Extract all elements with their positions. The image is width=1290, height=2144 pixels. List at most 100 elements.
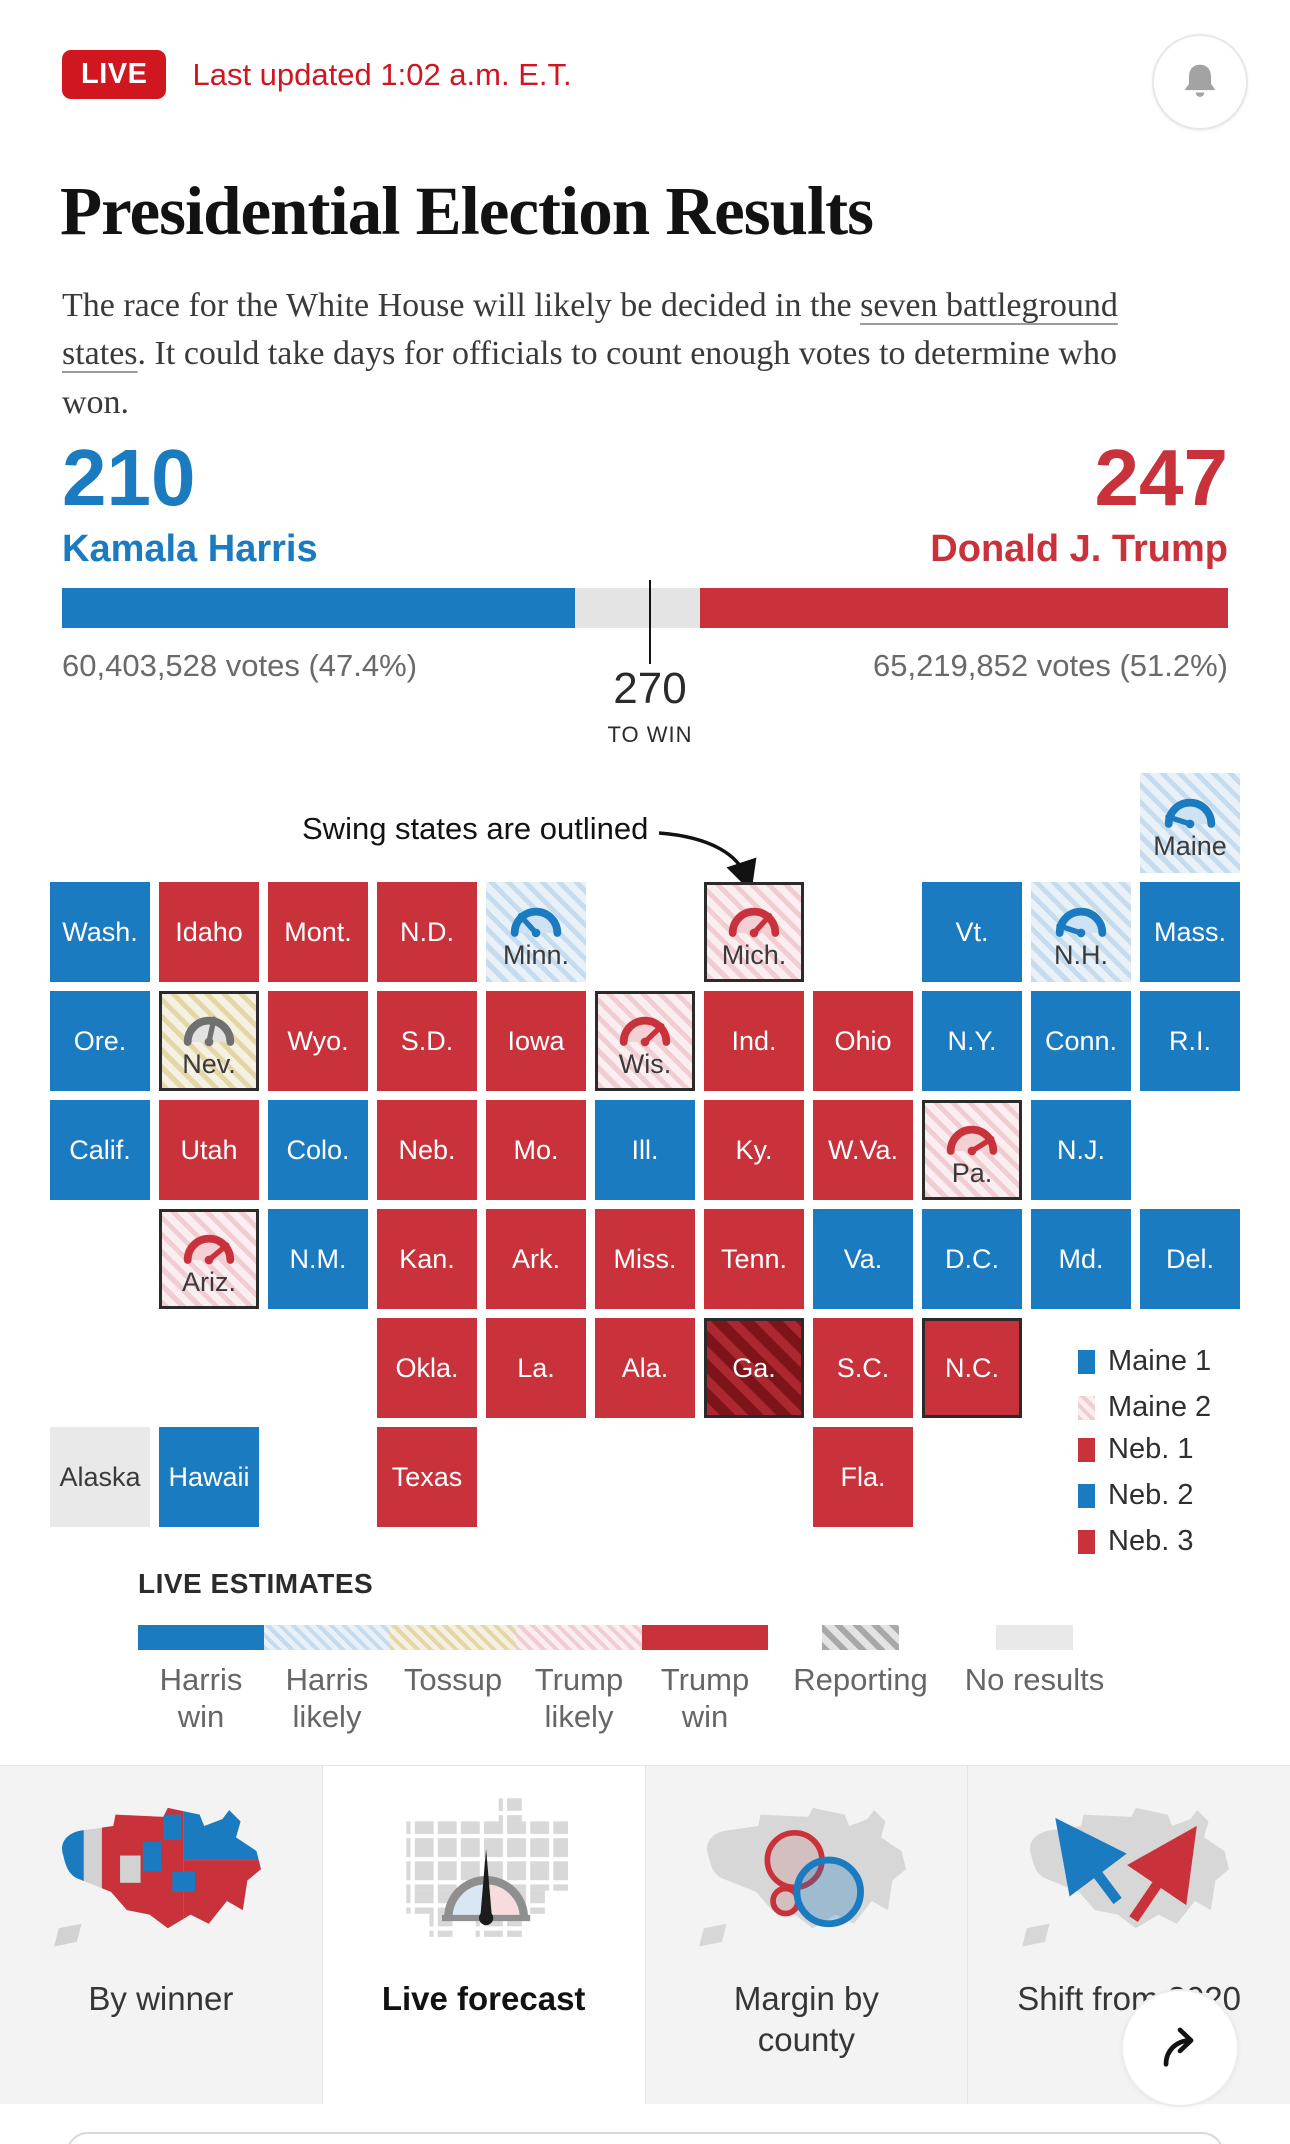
state-cell-texas[interactable]: Texas bbox=[377, 1427, 477, 1527]
state-cell-label: Okla. bbox=[395, 1352, 459, 1383]
state-cell-vt[interactable]: Vt. bbox=[922, 882, 1022, 982]
state-cell-label: S.D. bbox=[400, 1025, 454, 1056]
swing-states-annotation: Swing states are outlined bbox=[302, 811, 649, 846]
state-cell-neb[interactable]: Neb. bbox=[377, 1100, 477, 1200]
share-button[interactable] bbox=[1121, 1989, 1239, 2107]
state-cell-nc[interactable]: N.C. bbox=[922, 1318, 1022, 1418]
state-cell-miss[interactable]: Miss. bbox=[595, 1209, 695, 1309]
estimate-item-reporting: Reporting bbox=[793, 1625, 928, 1697]
estimate-label: Trump win bbox=[660, 1662, 750, 1734]
state-cell-nm[interactable]: N.M. bbox=[268, 1209, 368, 1309]
state-cell-label: Ind. bbox=[731, 1025, 777, 1056]
tab-by-winner-label: By winner bbox=[88, 1980, 234, 2017]
bell-icon bbox=[1184, 64, 1216, 97]
state-cell-utah[interactable]: Utah bbox=[159, 1100, 259, 1200]
state-cell-label: Mass. bbox=[1153, 916, 1226, 947]
state-cell-mont[interactable]: Mont. bbox=[268, 882, 368, 982]
state-cell-conn[interactable]: Conn. bbox=[1031, 991, 1131, 1091]
state-cell-label: Wis. bbox=[618, 1048, 672, 1079]
state-cell-fla[interactable]: Fla. bbox=[813, 1427, 913, 1527]
state-cell-del[interactable]: Del. bbox=[1140, 1209, 1240, 1309]
tab-live-forecast[interactable]: Live forecast bbox=[321, 1766, 645, 2104]
legend-label: Neb. 3 bbox=[1108, 1525, 1194, 1557]
state-cell-minn[interactable]: Minn. bbox=[486, 882, 586, 982]
state-cell-hawaii[interactable]: Hawaii bbox=[159, 1427, 259, 1527]
trump-popular-votes: 65,219,852 votes (51.2%) bbox=[872, 648, 1228, 683]
estimate-label: Harris win bbox=[159, 1662, 243, 1734]
state-cell-iowa[interactable]: Iowa bbox=[486, 991, 586, 1091]
state-cell-ore[interactable]: Ore. bbox=[50, 991, 150, 1091]
state-cell-kan[interactable]: Kan. bbox=[377, 1209, 477, 1309]
state-cell-ky[interactable]: Ky. bbox=[704, 1100, 804, 1200]
estimate-swatch bbox=[138, 1625, 264, 1650]
state-cell-label: Conn. bbox=[1044, 1025, 1118, 1056]
legend-label: Maine 1 bbox=[1108, 1345, 1212, 1377]
undecided-bar-segment bbox=[575, 588, 700, 628]
state-cell-alaska[interactable]: Alaska bbox=[50, 1427, 150, 1527]
state-cell-sc[interactable]: S.C. bbox=[813, 1318, 913, 1418]
state-cell-ohio[interactable]: Ohio bbox=[813, 991, 913, 1091]
state-cell-tenn[interactable]: Tenn. bbox=[704, 1209, 804, 1309]
last-updated-text: Last updated 1:02 a.m. E.T. bbox=[192, 56, 572, 92]
legend-swatch bbox=[1078, 1529, 1095, 1554]
state-cell-va[interactable]: Va. bbox=[813, 1209, 913, 1309]
state-cell-nd[interactable]: N.D. bbox=[377, 882, 477, 982]
state-cell-md[interactable]: Md. bbox=[1031, 1209, 1131, 1309]
state-cell-ariz[interactable]: Ariz. bbox=[159, 1209, 259, 1309]
state-cell-label: S.C. bbox=[836, 1352, 890, 1383]
share-icon bbox=[1163, 2027, 1194, 2067]
state-cell-wash[interactable]: Wash. bbox=[50, 882, 150, 982]
dek-paragraph: The race for the White House will likely… bbox=[62, 282, 1192, 427]
state-cell-wis[interactable]: Wis. bbox=[595, 991, 695, 1091]
estimate-item-no-results: No results bbox=[965, 1625, 1104, 1697]
state-cell-label: N.C. bbox=[945, 1352, 999, 1383]
state-cell-ala[interactable]: Ala. bbox=[595, 1318, 695, 1418]
forecast-gauge-icon bbox=[183, 1234, 235, 1264]
state-cell-label: Mont. bbox=[284, 916, 352, 947]
live-badge: LIVE bbox=[62, 50, 167, 99]
notifications-button[interactable] bbox=[1152, 34, 1248, 130]
state-cell-label: Ky. bbox=[735, 1134, 773, 1165]
state-cell-maine[interactable]: Maine bbox=[1140, 773, 1240, 873]
state-cell-ny[interactable]: N.Y. bbox=[922, 991, 1022, 1091]
state-cell-la[interactable]: La. bbox=[486, 1318, 586, 1418]
live-estimates-legend: LIVE ESTIMATES Harris win Harris likely To… bbox=[138, 1568, 1238, 1734]
state-cell-idaho[interactable]: Idaho bbox=[159, 882, 259, 982]
state-cell-sd[interactable]: S.D. bbox=[377, 991, 477, 1091]
state-cell-mich[interactable]: Mich. bbox=[704, 882, 804, 982]
forecast-gauge-icon bbox=[728, 907, 780, 937]
state-cell-calif[interactable]: Calif. bbox=[50, 1100, 150, 1200]
state-cell-label: Ark. bbox=[511, 1243, 560, 1274]
state-cell-wva[interactable]: W.Va. bbox=[813, 1100, 913, 1200]
estimate-item-harris-win: Harris win bbox=[138, 1625, 264, 1734]
state-cell-pa[interactable]: Pa. bbox=[922, 1100, 1022, 1200]
state-cell-label: N.H. bbox=[1054, 939, 1108, 970]
state-cell-ga[interactable]: Ga. bbox=[704, 1318, 804, 1418]
state-cell-label: Va. bbox=[843, 1243, 883, 1274]
state-cell-ri[interactable]: R.I. bbox=[1140, 991, 1240, 1091]
live-forecast-thumbnail bbox=[405, 1798, 568, 1937]
state-cell-label: Pa. bbox=[951, 1157, 993, 1188]
state-cell-mo[interactable]: Mo. bbox=[486, 1100, 586, 1200]
state-cell-ill[interactable]: Ill. bbox=[595, 1100, 695, 1200]
legend-swatch bbox=[1078, 1395, 1095, 1420]
state-cell-wyo[interactable]: Wyo. bbox=[268, 991, 368, 1091]
estimate-swatch bbox=[390, 1625, 516, 1650]
state-cell-colo[interactable]: Colo. bbox=[268, 1100, 368, 1200]
state-cell-label: La. bbox=[517, 1352, 555, 1383]
tab-by-winner[interactable]: By winner bbox=[0, 1766, 322, 2104]
state-cell-nj[interactable]: N.J. bbox=[1031, 1100, 1131, 1200]
state-cell-ind[interactable]: Ind. bbox=[704, 991, 804, 1091]
battleground-states-link[interactable]: seven battleground states bbox=[62, 287, 1118, 373]
dek-text-before: The race for the White House will likely… bbox=[62, 287, 861, 324]
state-cell-nh[interactable]: N.H. bbox=[1031, 882, 1131, 982]
estimate-swatch bbox=[264, 1625, 390, 1650]
tab-margin-by-county[interactable]: Margin by county bbox=[644, 1766, 968, 2104]
state-cell-ark[interactable]: Ark. bbox=[486, 1209, 586, 1309]
state-cell-nev[interactable]: Nev. bbox=[159, 991, 259, 1091]
state-cell-dc[interactable]: D.C. bbox=[922, 1209, 1022, 1309]
legend-swatch bbox=[1078, 1437, 1095, 1462]
state-cell-mass[interactable]: Mass. bbox=[1140, 882, 1240, 982]
state-cell-okla[interactable]: Okla. bbox=[377, 1318, 477, 1418]
